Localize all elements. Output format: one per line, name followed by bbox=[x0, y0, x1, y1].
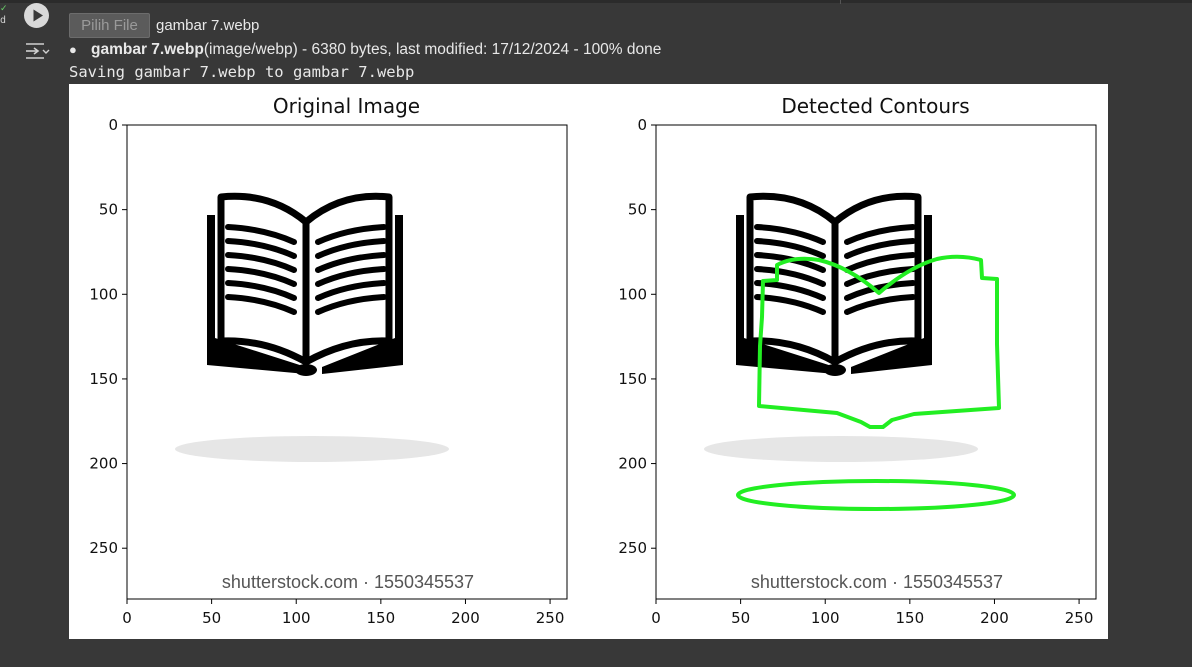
run-cell-button[interactable] bbox=[24, 3, 49, 28]
y-tick-label: 50 bbox=[628, 201, 647, 219]
y-tick-label: 100 bbox=[89, 285, 118, 303]
saving-message: Saving gambar 7.webp to gambar 7.webp bbox=[69, 63, 415, 81]
y-tick-label: 100 bbox=[618, 285, 647, 303]
y-tick-label: 200 bbox=[89, 455, 118, 473]
uploaded-file-name: gambar 7.webp bbox=[91, 41, 204, 58]
x-tick-label: 0 bbox=[651, 609, 661, 627]
image-watermark: shutterstock.com · 1550345537 bbox=[751, 572, 1003, 592]
axes-frame bbox=[655, 124, 1097, 600]
original-image-panel: Original Image shutterstock.com · 155034… bbox=[89, 94, 568, 627]
x-tick-label: 150 bbox=[367, 609, 396, 627]
book-image bbox=[704, 196, 978, 462]
y-tick-label: 150 bbox=[618, 370, 647, 388]
choose-file-button[interactable]: Pilih File bbox=[69, 13, 150, 38]
x-tick-label: 200 bbox=[980, 609, 1009, 627]
output-actions-icon[interactable] bbox=[24, 40, 50, 64]
x-tick-label: 200 bbox=[451, 609, 480, 627]
x-tick-label: 250 bbox=[536, 609, 565, 627]
matplotlib-figure: Original Image shutterstock.com · 155034… bbox=[69, 84, 1108, 639]
y-tick-label: 250 bbox=[89, 539, 118, 557]
gutter-label: d bbox=[0, 15, 7, 26]
chart-title: Original Image bbox=[273, 94, 420, 118]
chart-title: Detected Contours bbox=[781, 94, 969, 118]
y-tick-label: 250 bbox=[618, 539, 647, 557]
y-tick-label: 50 bbox=[99, 201, 118, 219]
cell-divider bbox=[840, 0, 841, 4]
book-image bbox=[175, 196, 449, 462]
uploaded-file-details: (image/webp) - 6380 bytes, last modified… bbox=[203, 41, 662, 58]
chosen-file-name: gambar 7.webp bbox=[156, 17, 260, 34]
upload-status: ● gambar 7.webp(image/webp) - 6380 bytes,… bbox=[69, 41, 661, 59]
axes-frame bbox=[126, 124, 568, 600]
shadow-contour bbox=[736, 479, 1016, 511]
image-watermark: shutterstock.com · 1550345537 bbox=[222, 572, 474, 592]
contour-outlines bbox=[736, 254, 1016, 511]
detected-contours-panel: Detected Contours shutterstock.com · 155… bbox=[618, 94, 1097, 627]
bullet-icon: ● bbox=[69, 42, 77, 57]
y-tick-label: 0 bbox=[637, 116, 647, 134]
x-tick-label: 50 bbox=[202, 609, 221, 627]
y-tick-label: 200 bbox=[618, 455, 647, 473]
cell-top-border bbox=[0, 0, 1192, 3]
y-tick-label: 150 bbox=[89, 370, 118, 388]
x-tick-label: 150 bbox=[896, 609, 925, 627]
x-tick-label: 100 bbox=[282, 609, 311, 627]
y-tick-label: 0 bbox=[108, 116, 118, 134]
execution-status-check: ✓ bbox=[0, 3, 8, 13]
play-icon bbox=[33, 9, 43, 22]
x-tick-label: 250 bbox=[1065, 609, 1094, 627]
x-tick-label: 50 bbox=[731, 609, 750, 627]
x-tick-label: 100 bbox=[811, 609, 840, 627]
book-contour bbox=[757, 254, 1001, 429]
x-tick-label: 0 bbox=[122, 609, 132, 627]
